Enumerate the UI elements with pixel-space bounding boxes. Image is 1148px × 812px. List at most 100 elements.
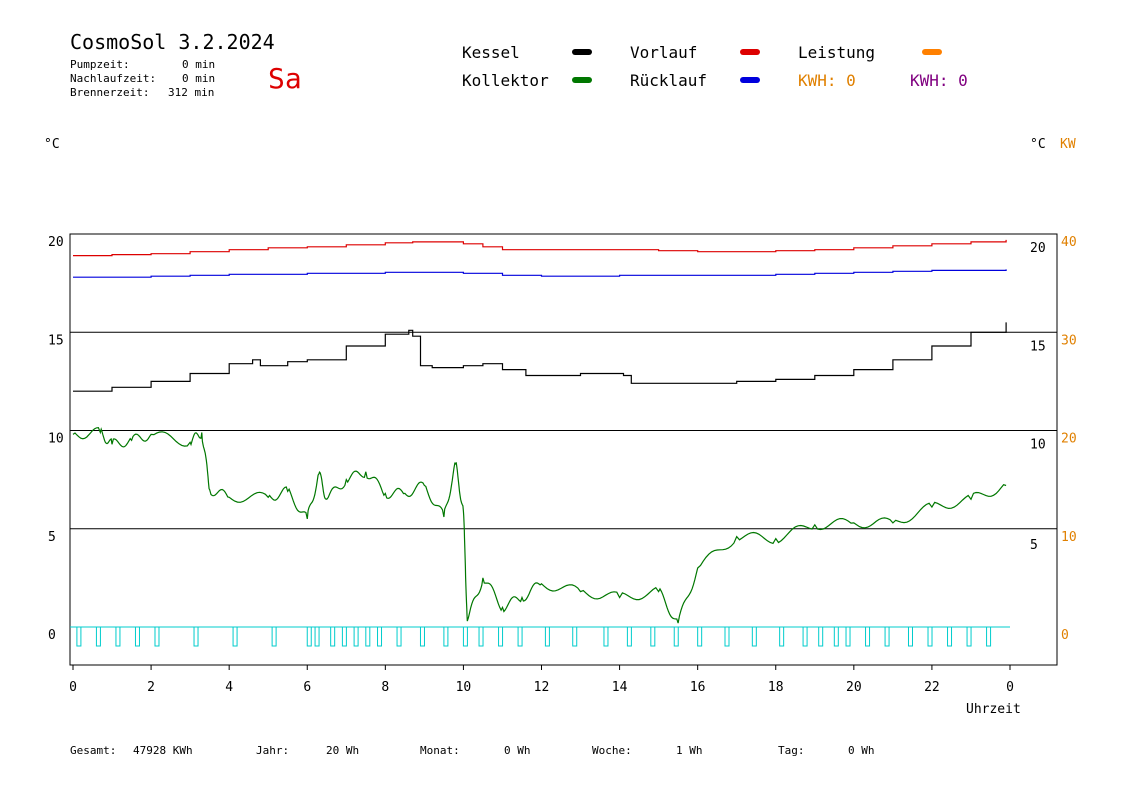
footer-week-value: 1 Wh	[676, 744, 703, 757]
pump-pulse	[76, 626, 82, 647]
pump-pulse	[478, 626, 484, 647]
x-tick-label: 18	[768, 680, 784, 695]
kw-tick-label: 20	[1061, 432, 1077, 447]
pump-pulse	[271, 626, 277, 647]
plot-frame	[69, 233, 1058, 666]
footer-year-label: Jahr:	[256, 744, 290, 757]
pump-pulse	[845, 626, 851, 647]
footer-month-value: 0 Wh	[504, 744, 531, 757]
pump-pulse	[115, 626, 121, 647]
legend-kollektor-swatch	[572, 77, 592, 83]
pump-pulse	[779, 626, 785, 647]
x-tick-label: 14	[612, 680, 628, 695]
legend-kessel-swatch	[572, 49, 592, 55]
kw-axis-unit: KW	[1060, 137, 1076, 152]
legend-kwh-power: KWH: 0	[798, 71, 856, 90]
pump-time-label: Pumpzeit:	[70, 58, 130, 71]
x-tick-label: 22	[924, 680, 940, 695]
x-tick-label: 20	[846, 680, 862, 695]
left-tick-label: 10	[48, 432, 64, 447]
pump-pulse	[626, 626, 632, 647]
pump-pulse	[927, 626, 933, 647]
footer-total-value: 47928 KWh	[133, 744, 193, 757]
right-tick-label: 5	[1030, 538, 1038, 553]
pump-pulse	[966, 626, 972, 647]
legend-kollektor-label: Kollektor	[462, 71, 549, 90]
pump-pulse	[603, 626, 609, 647]
series-line-kessel	[73, 322, 1007, 392]
pump-pulse	[907, 626, 913, 647]
kw-tick-label: 30	[1061, 333, 1077, 348]
pump-pulse	[947, 626, 953, 647]
left-tick-label: 15	[48, 333, 64, 348]
pump-pulse	[443, 626, 449, 647]
pump-time-value: 0 min	[182, 58, 216, 71]
pump-pulse	[353, 626, 359, 647]
x-axis-label: Uhrzeit	[966, 702, 1021, 717]
pump-pulse	[884, 626, 890, 647]
footer-day-label: Tag:	[778, 744, 805, 757]
pump-pulse	[330, 626, 336, 647]
footer-month-label: Monat:	[420, 744, 460, 757]
x-tick-label: 16	[690, 680, 706, 695]
pump-pulse	[154, 626, 160, 647]
series-line-vorlauf	[73, 239, 1007, 257]
pump-pulse	[341, 626, 347, 647]
x-tick-label: 12	[534, 680, 550, 695]
footer-week-label: Woche:	[592, 744, 632, 757]
x-tick-label: 8	[381, 680, 389, 695]
pump-pulse	[314, 626, 320, 647]
chart-title: CosmoSol 3.2.2024	[70, 30, 275, 54]
pump-pulse	[306, 626, 312, 647]
pump-pulse	[572, 626, 578, 647]
pump-pulse	[818, 626, 824, 647]
x-tick-label: 10	[456, 680, 472, 695]
pump-pulse	[724, 626, 730, 647]
right-tick-label: 15	[1030, 339, 1046, 354]
pump-pulse	[232, 626, 238, 647]
legend-ruecklauf-label: Rücklauf	[630, 71, 708, 90]
pump-pulse	[95, 626, 101, 647]
left-tick-label: 5	[48, 530, 56, 545]
pump-pulse	[193, 626, 199, 647]
pump-pulse	[462, 626, 468, 647]
series-line-ruecklauf	[73, 269, 1007, 278]
pump-pulse	[517, 626, 523, 647]
pump-pulse	[751, 626, 757, 647]
footer-total-label: Gesamt:	[70, 744, 117, 757]
legend-vorlauf-swatch	[740, 49, 760, 55]
right-axis-unit: °C	[1030, 137, 1046, 152]
burner-time-value: 312 min	[168, 86, 215, 99]
legend-leistung-swatch	[922, 49, 942, 55]
x-tick-label: 6	[303, 680, 311, 695]
legend-kwh-second: KWH: 0	[910, 71, 968, 90]
left-tick-label: 0	[48, 628, 56, 643]
footer-year-value: 20 Wh	[326, 744, 360, 757]
left-tick-label: 20	[48, 235, 64, 250]
kw-tick-label: 40	[1061, 235, 1077, 250]
legend-vorlauf-label: Vorlauf	[630, 43, 698, 62]
pump-pulse	[134, 626, 140, 647]
pump-pulse	[498, 626, 504, 647]
series-line-kollektor	[72, 427, 1007, 624]
legend-leistung-label: Leistung	[798, 43, 876, 62]
pump-pulse	[673, 626, 679, 647]
x-tick-label: 2	[147, 680, 155, 695]
burner-time-label: Brennerzeit:	[70, 86, 150, 99]
kw-tick-label: 0	[1061, 628, 1069, 643]
pump-pulse	[544, 626, 550, 647]
pump-pulse	[396, 626, 402, 647]
pump-pulse	[697, 626, 703, 647]
x-tick-label: 4	[225, 680, 233, 695]
day-name: Sa	[268, 62, 302, 95]
run-time-value: 0 min	[182, 72, 216, 85]
left-axis-unit: °C	[44, 137, 60, 152]
pump-pulse	[865, 626, 871, 647]
legend-ruecklauf-swatch	[740, 77, 760, 83]
right-tick-label: 20	[1030, 241, 1046, 256]
run-time-label: Nachlaufzeit:	[70, 72, 157, 85]
legend-kessel-label: Kessel	[462, 43, 520, 62]
footer-day-value: 0 Wh	[848, 744, 875, 757]
right-tick-label: 10	[1030, 438, 1046, 453]
